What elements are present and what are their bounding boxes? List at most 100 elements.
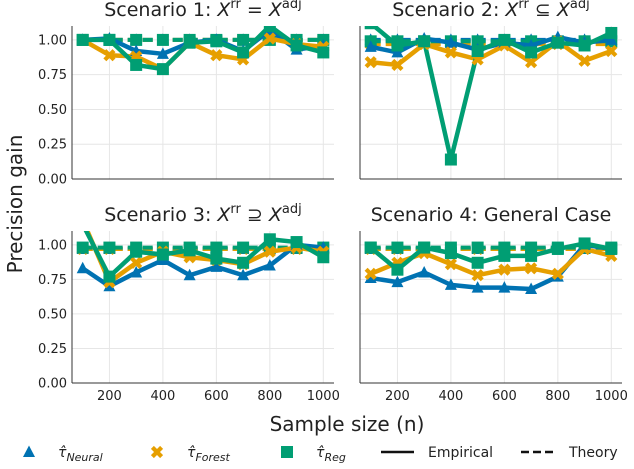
theory-marker-reg [237,33,250,46]
empirical-marker-reg [130,245,143,258]
theory-marker-reg [76,241,89,254]
empirical-marker-forest-a [78,215,87,224]
empirical-marker-reg [290,39,303,52]
empirical-marker-forest-b [444,46,457,59]
x-tick-label: 200 [385,389,410,404]
empirical-marker-forest [578,54,591,67]
empirical-marker-reg [418,35,431,48]
empirical-marker-reg [525,46,538,59]
panel-title: Scenario 1: Xrr = Xadj [104,0,302,21]
empirical-marker-reg [156,63,169,76]
legend-tau: τ̂ [316,445,325,461]
panel-title: Scenario 3: Xrr ⊇ Xadj [104,202,302,226]
empirical-marker-neural [471,281,484,293]
empirical-marker-reg [471,256,484,269]
legend-label-reg: τ̂Reg [316,445,346,464]
empirical-marker-reg [605,26,618,39]
empirical-line-neural [370,242,612,292]
empirical-marker-reg [391,263,404,276]
empirical-marker-forest [210,49,223,62]
empirical-marker-forest-b [78,215,87,224]
y-tick-label: 0.25 [38,342,67,357]
empirical-marker-forest-b [364,56,377,69]
empirical-marker-neural [183,268,196,281]
empirical-marker-neural [237,268,250,281]
empirical-marker-neural [364,271,377,283]
legend-tau: τ̂ [187,445,196,461]
empirical-marker-forest [444,258,457,271]
theory-marker-reg [103,241,116,254]
empirical-marker-reg [471,45,484,58]
legend-label-empirical: Empirical [428,445,493,461]
empirical-marker-reg [444,153,457,166]
x-tick-label: 1000 [307,389,340,404]
legend-tau: τ̂ [58,445,67,461]
empirical-marker-forest [263,245,276,258]
panel-3: 0.00 0.25 0.50 0.75 1.00 200 400 600 800 1000 Scen… [38,202,340,404]
empirical-marker-neural [418,265,431,278]
y-tick-label: 0.00 [38,173,67,188]
empirical-line-forest [81,36,324,72]
empirical-marker-forest-b [525,56,538,69]
theory-marker-reg [471,241,484,254]
empirical-marker-forest-b [263,32,276,45]
legend-subscript: Forest [195,451,230,464]
x-tick-label: 800 [545,389,570,404]
empirical-marker-reg [237,256,250,269]
panel-title: Scenario 2: Xrr ⊆ Xadj [392,0,590,21]
empirical-marker-forest [444,46,457,59]
empirical-marker-reg [551,36,564,49]
empirical-marker-neural [130,265,143,278]
title-text: Scenario 1: [104,0,217,21]
empirical-line-reg [369,241,612,272]
empirical-marker-reg [551,242,564,255]
legend-marker-reg [281,446,293,458]
y-tick-label: 0.00 [38,377,67,392]
title-superscript: rr [230,202,241,217]
title-text: ⊆ [529,0,557,21]
legend-subscript: Reg [324,451,345,464]
empirical-marker-reg [498,249,511,262]
data-layer [364,26,618,166]
data-layer [76,26,330,76]
empirical-line-reg [83,231,325,279]
empirical-marker-reg [418,241,431,254]
title-superscript: rr [230,0,241,12]
title-superscript: adj [282,202,302,217]
title-superscript: adj [570,0,590,12]
empirical-marker-forest [364,56,377,69]
empirical-line-reg [82,26,324,72]
empirical-marker-reg [77,218,89,230]
empirical-marker-forest-b [210,49,223,62]
empirical-marker-forest-b [578,54,591,67]
empirical-marker-reg [498,33,511,46]
title-variable: X [216,0,231,21]
title-text: = [241,0,269,21]
empirical-marker-forest [391,58,404,72]
title-variable: X [216,204,231,226]
empirical-marker-forest-b [444,258,457,271]
empirical-marker-neural [498,281,511,293]
legend-label-forest: τ̂Forest [187,445,231,464]
empirical-marker-reg [263,233,276,246]
empirical-marker-reg [290,236,303,249]
theory-marker-reg [210,241,223,254]
theory-marker-reg [391,241,404,254]
empirical-marker-reg [317,251,330,264]
x-tick-label: 200 [97,389,122,404]
x-tick-label: 400 [438,389,463,404]
title-variable: X [268,0,283,21]
x-tick-label: 600 [492,389,517,404]
legend-label-neural: τ̂Neural [58,445,103,464]
empirical-marker-forest [103,49,116,62]
empirical-marker-neural [525,282,538,295]
empirical-marker-forest-b [471,269,484,282]
empirical-marker-forest-b [130,256,143,269]
theory-marker-reg [471,35,484,48]
empirical-marker-neural [605,33,618,45]
title-variable: X [504,0,519,21]
legend-marker-forest-b [150,445,164,459]
empirical-marker-reg [317,46,330,59]
empirical-marker-neural [103,279,116,292]
